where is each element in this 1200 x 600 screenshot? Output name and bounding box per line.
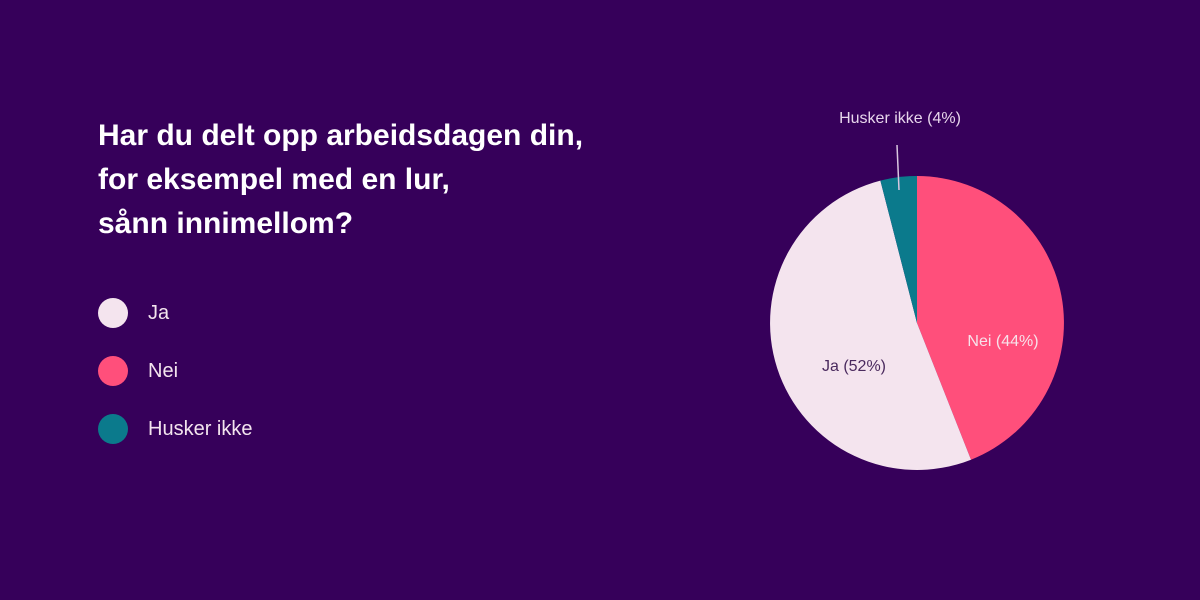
legend-swatch-husker-ikke-icon	[98, 414, 128, 444]
pie-slice-nei	[917, 176, 1064, 460]
title-line-3: sånn innimellom?	[98, 207, 354, 240]
legend-label-husker-ikke: Husker ikke	[148, 417, 253, 440]
legend-label-ja: Ja	[148, 301, 170, 324]
slice-label-ja: Ja (52%)	[822, 358, 886, 375]
pie-slice-ja	[770, 180, 971, 470]
pie-slice-husker-ikke	[880, 175, 917, 323]
legend-swatch-nei-icon	[98, 356, 128, 386]
title-line-1: Har du delt opp arbeidsdagen din,	[98, 119, 584, 152]
slice-label-nei: Nei (44%)	[967, 333, 1038, 350]
legend-swatch-ja-icon	[98, 298, 128, 328]
title-line-2: for eksempel med en lur,	[98, 163, 450, 196]
legend-item-nei: Nei	[98, 356, 252, 386]
legend-item-ja: Ja	[98, 298, 252, 328]
leader-line	[896, 144, 900, 191]
legend-item-husker-ikke: Husker ikke	[98, 414, 252, 444]
chart-title: Har du delt opp arbeidsdagen din, for ek…	[98, 114, 583, 246]
slice-label-husker-ikke: Husker ikke (4%)	[839, 110, 961, 127]
legend: Ja Nei Husker ikke	[98, 298, 252, 472]
legend-label-nei: Nei	[148, 359, 179, 382]
